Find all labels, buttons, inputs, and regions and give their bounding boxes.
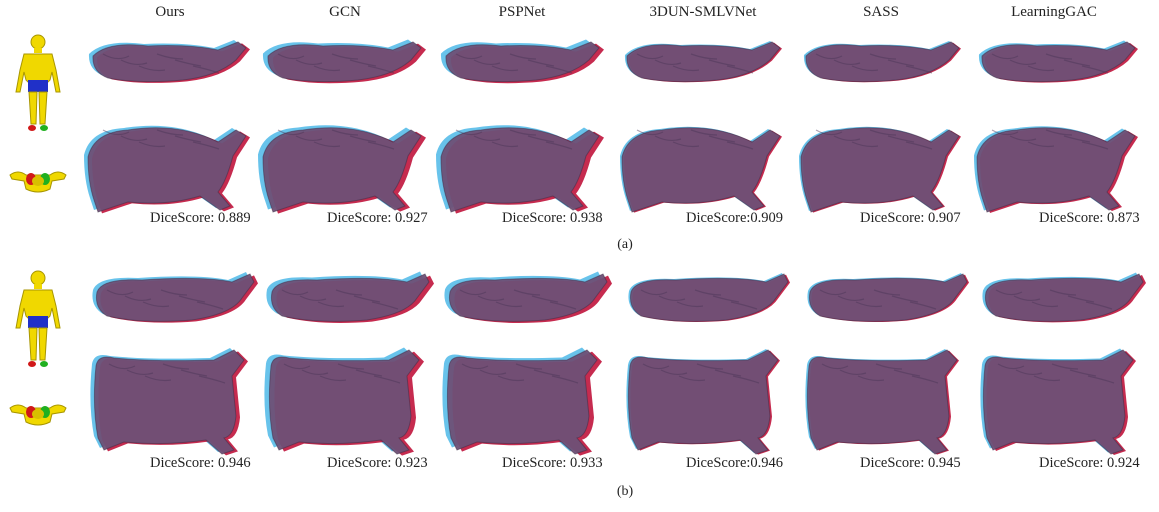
- panel-caption-a: (a): [617, 237, 633, 252]
- mesh-render-a-side: [978, 40, 1138, 83]
- mesh-render-a-side: [88, 40, 250, 83]
- mesh-render-b-side: [444, 271, 612, 323]
- dice-score-a-sass: DiceScore: 0.907: [860, 210, 961, 226]
- mesh-render-a-top: [620, 126, 782, 213]
- dice-score-a-pspnet: DiceScore: 0.938: [502, 210, 603, 226]
- mesh-render-b-side: [92, 272, 258, 323]
- mesh-render-b-side: [628, 273, 790, 322]
- mesh-render-a-top: [436, 125, 604, 214]
- mesh-render-b-top: [980, 348, 1136, 455]
- column-header-ours: Ours: [155, 4, 185, 20]
- column-header-pspnet: PSPNet: [498, 4, 546, 20]
- mesh-render-b-side: [266, 271, 434, 323]
- column-header-sass: SASS: [863, 4, 899, 20]
- dice-score-b-3dun-smlvnet: DiceScore:0.946: [686, 455, 784, 471]
- mesh-render-a-top: [799, 126, 961, 213]
- dice-score-b-ours: DiceScore: 0.946: [150, 455, 251, 471]
- dice-score-b-learninggac: DiceScore: 0.924: [1039, 455, 1140, 471]
- mesh-render-b-top: [805, 349, 959, 455]
- column-header-learninggac: LearningGAC: [1011, 4, 1097, 20]
- column-header-3dun-smlvnet: 3DUN-SMLVNet: [649, 4, 757, 20]
- dice-score-b-sass: DiceScore: 0.945: [860, 455, 961, 471]
- dice-score-b-gcn: DiceScore: 0.923: [327, 455, 428, 471]
- mesh-render-a-side: [624, 41, 782, 83]
- dice-score-a-gcn: DiceScore: 0.927: [327, 210, 428, 226]
- column-header-gcn: GCN: [329, 4, 361, 20]
- mesh-render-a-top: [258, 125, 426, 214]
- mesh-render-b-top: [264, 347, 424, 456]
- orientation-mannequin-top-icon: [9, 171, 67, 193]
- dice-score-a-ours: DiceScore: 0.889: [150, 210, 251, 226]
- mesh-render-a-side: [440, 39, 604, 84]
- orientation-mannequin-front-icon: [15, 34, 61, 131]
- mesh-render-b-side: [807, 273, 969, 322]
- mesh-render-a-top: [974, 126, 1138, 213]
- mesh-render-a-side: [803, 41, 961, 83]
- panel-caption-b: (b): [616, 484, 634, 499]
- mesh-render-a-side: [262, 39, 426, 84]
- mesh-render-b-top: [90, 348, 249, 456]
- dice-score-a-learninggac: DiceScore: 0.873: [1039, 210, 1140, 226]
- mesh-render-b-top: [442, 347, 602, 456]
- dice-score-b-pspnet: DiceScore: 0.933: [502, 455, 603, 471]
- orientation-mannequin-top-icon: [9, 404, 67, 426]
- orientation-mannequin-front-icon: [15, 270, 61, 367]
- mesh-render-a-top: [84, 125, 250, 214]
- mesh-render-b-side: [982, 272, 1146, 323]
- dice-score-a-3dun-smlvnet: DiceScore:0.909: [686, 210, 784, 226]
- mesh-render-b-top: [626, 349, 780, 455]
